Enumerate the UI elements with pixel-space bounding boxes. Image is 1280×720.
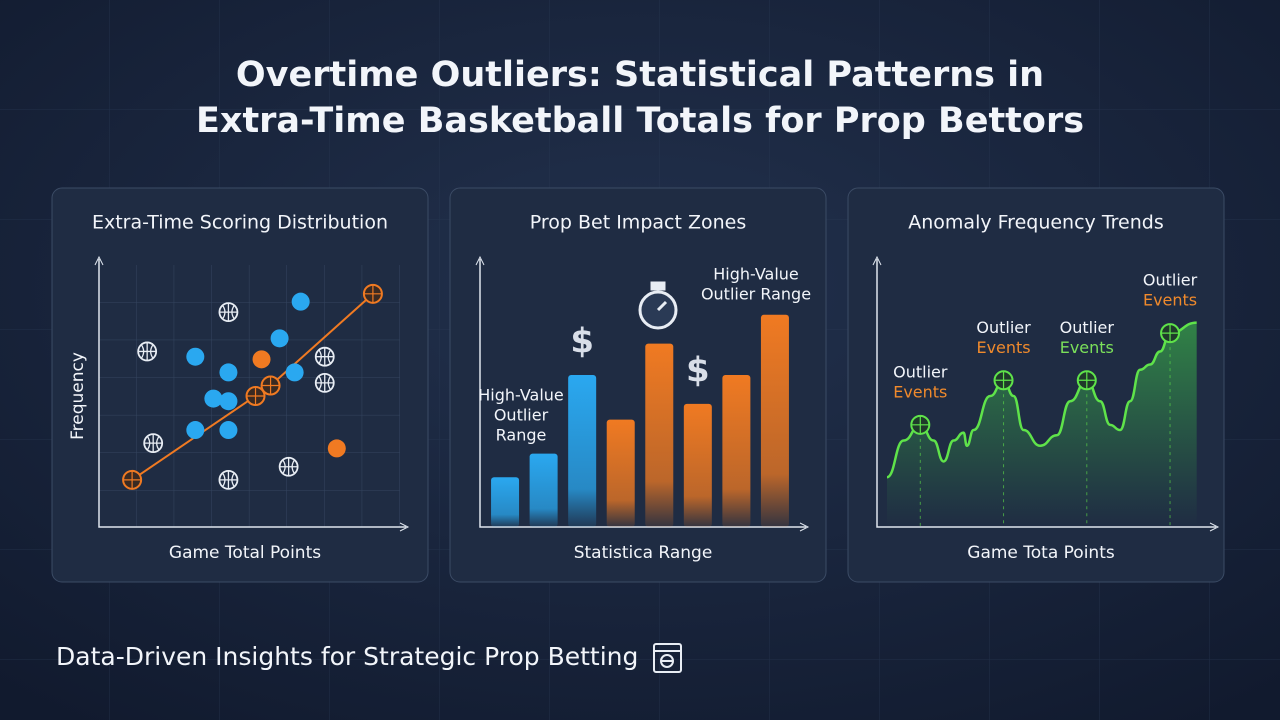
title-line: Overtime Outliers: Statistical Patterns … xyxy=(236,55,1044,95)
annotation: Outlier xyxy=(1143,271,1198,290)
outlier-marker xyxy=(910,414,931,435)
basketball-point xyxy=(143,433,164,454)
annotation: High-Value xyxy=(713,265,799,284)
title-line: Extra-Time Basketball Totals for Prop Be… xyxy=(196,101,1084,141)
point-dot xyxy=(219,421,238,440)
axis-arrow xyxy=(94,255,104,266)
dollar-icon: $ xyxy=(570,322,594,362)
area xyxy=(886,322,1197,527)
basketball-point xyxy=(218,302,239,323)
line xyxy=(886,321,1197,479)
annotation: Events xyxy=(976,338,1030,357)
point-dot xyxy=(186,421,205,440)
stopwatch-icon xyxy=(638,281,678,330)
axis xyxy=(98,259,406,528)
annotation: Outlier xyxy=(1060,318,1115,337)
x-axis-label: Game Tota Points xyxy=(967,543,1115,563)
ball-seams xyxy=(315,347,334,366)
x-axis-label: Statistica Range xyxy=(574,543,713,563)
ball-seams xyxy=(994,371,1013,390)
panel-title: Extra-Time Scoring Distribution xyxy=(92,212,388,234)
ball-seams xyxy=(911,415,930,434)
point xyxy=(285,363,304,382)
annotation: Outlier xyxy=(494,406,549,425)
bar xyxy=(491,477,520,527)
annotation: High-Value xyxy=(478,386,564,405)
ball-seams xyxy=(315,373,334,392)
ball-seams xyxy=(144,434,163,453)
axis-arrow xyxy=(799,522,810,532)
point xyxy=(291,292,310,311)
ball-seams xyxy=(363,284,382,303)
panel-title: Anomaly Frequency Trends xyxy=(908,212,1163,234)
panel-title: Prop Bet Impact Zones xyxy=(530,212,746,234)
bar xyxy=(683,403,712,527)
ball-seams xyxy=(279,457,298,476)
point xyxy=(122,469,143,490)
axis-arrow xyxy=(872,255,882,266)
bar xyxy=(722,375,751,527)
annotation: Outlier xyxy=(893,362,948,381)
axis-arrow xyxy=(1209,522,1220,532)
basketball-point xyxy=(137,341,158,362)
axis-arrow xyxy=(399,522,410,532)
point-dot xyxy=(252,350,271,369)
point xyxy=(219,421,238,440)
point xyxy=(219,392,238,411)
ball-seams xyxy=(261,376,280,395)
point xyxy=(219,363,238,382)
basketball-point xyxy=(218,469,239,490)
bar xyxy=(760,314,789,527)
annotation: Outlier Range xyxy=(701,285,811,304)
point-dot xyxy=(204,389,223,408)
x-axis-label: Game Total Points xyxy=(169,543,321,563)
point xyxy=(270,329,289,348)
footer: Data-Driven Insights for Strategic Prop … xyxy=(56,642,638,671)
bar xyxy=(645,343,674,527)
point-dot xyxy=(291,292,310,311)
y-axis-label: Frequency xyxy=(68,352,88,440)
point xyxy=(245,386,266,406)
point-dot xyxy=(219,363,238,382)
point xyxy=(362,283,383,304)
annotation: Events xyxy=(893,382,947,401)
annotation: Events xyxy=(1143,291,1197,310)
point xyxy=(252,350,271,369)
outlier-marker xyxy=(1160,323,1181,344)
basketball-point xyxy=(314,346,335,367)
ball-seams xyxy=(123,470,142,489)
footer-icon xyxy=(653,643,682,673)
point-dot xyxy=(270,329,289,348)
point-dot xyxy=(285,363,304,382)
bar xyxy=(606,419,635,527)
ball-seams xyxy=(138,342,157,361)
outlier-marker xyxy=(1076,370,1097,391)
annotation: Outlier xyxy=(976,318,1031,337)
ball-seams xyxy=(1161,324,1180,343)
point-dot xyxy=(327,439,346,458)
point xyxy=(186,421,205,440)
annotation: Events xyxy=(1060,338,1114,357)
point-dot xyxy=(219,392,238,411)
ball-seams xyxy=(219,470,238,489)
outlier-marker xyxy=(993,370,1014,391)
ball-seams xyxy=(1077,371,1096,390)
point-dot xyxy=(186,347,205,366)
point xyxy=(186,347,205,366)
dollar-icon: $ xyxy=(686,350,710,390)
axis-arrow xyxy=(475,255,485,266)
ball-seams xyxy=(219,303,238,322)
point xyxy=(327,439,346,458)
basketball-point xyxy=(278,456,299,477)
point xyxy=(260,375,281,396)
basketball-point xyxy=(314,372,335,393)
bar xyxy=(529,453,558,527)
bar xyxy=(568,375,597,527)
annotation: Range xyxy=(496,426,547,445)
point xyxy=(204,389,223,408)
ball-seams xyxy=(246,387,265,405)
